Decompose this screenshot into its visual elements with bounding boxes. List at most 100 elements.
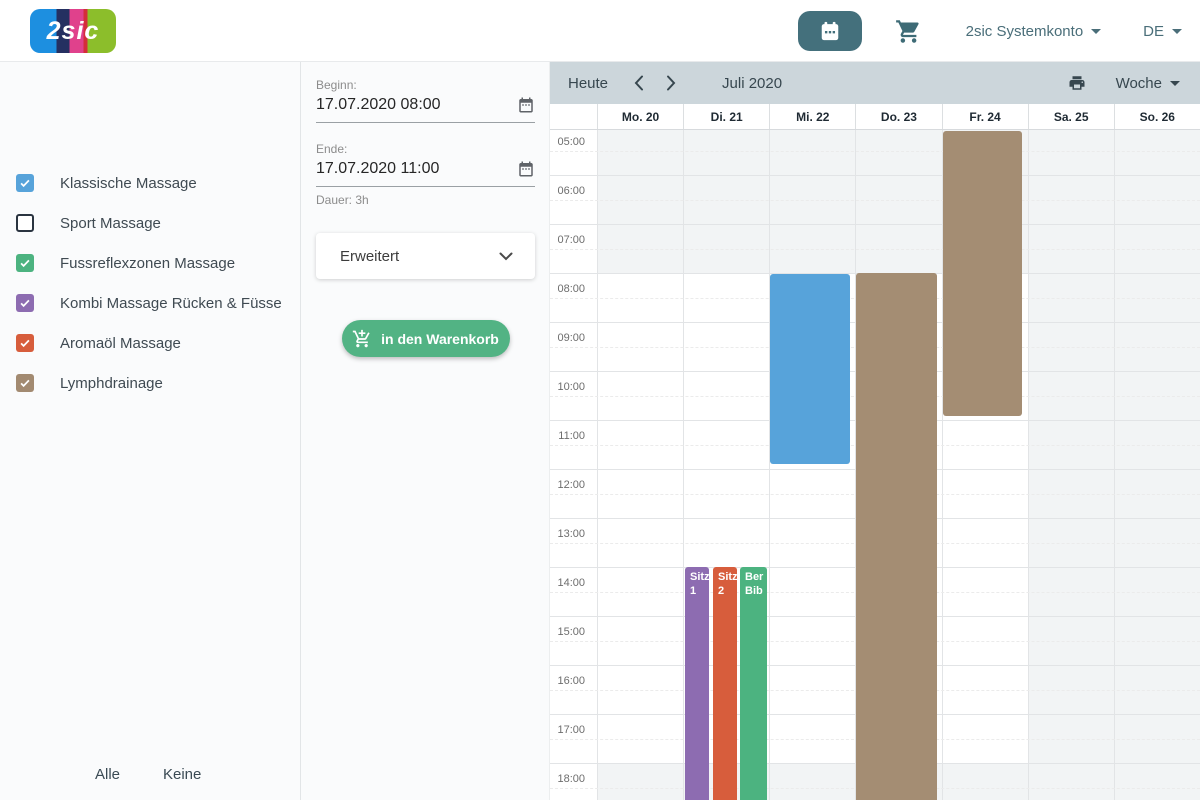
- calendar-toggle-button[interactable]: [797, 11, 862, 51]
- day-column-sa[interactable]: [1027, 130, 1114, 800]
- app-bar-actions: 2sic Systemkonto DE: [797, 0, 1200, 62]
- event-brown-do[interactable]: [856, 273, 937, 800]
- add-cart-icon: [352, 329, 370, 347]
- day-header-mo[interactable]: Mo. 20: [597, 104, 683, 129]
- calendar-grid-viewport[interactable]: 05:00 06:00 07:00 08:00 09:00 10:00 11:0…: [550, 130, 1200, 800]
- checkbox-checked-icon[interactable]: [16, 334, 34, 352]
- chevron-right-icon: [667, 75, 676, 91]
- time-label: 14:00: [557, 577, 585, 589]
- filter-label: Kombi Massage Rücken & Füsse: [60, 294, 282, 312]
- datepicker-icon[interactable]: [517, 160, 535, 178]
- day-header-do[interactable]: Do. 23: [855, 104, 941, 129]
- half-hour-line: [550, 151, 1200, 152]
- checkbox-checked-icon[interactable]: [16, 254, 34, 272]
- time-label: 16:00: [557, 675, 585, 687]
- language-label: DE: [1143, 22, 1164, 40]
- checkbox-checked-icon[interactable]: [16, 374, 34, 392]
- time-label: 18:00: [557, 773, 585, 785]
- filter-label: Sport Massage: [60, 214, 161, 232]
- time-label: 15:00: [557, 626, 585, 638]
- filter-list: Klassische Massage Sport Massage Fussref…: [0, 62, 300, 403]
- chevron-left-icon: [634, 75, 644, 91]
- calendar-week-view: Heute Juli 2020 Woche: [550, 62, 1200, 800]
- begin-field-group: Beginn: 17.07.2020 08:00: [316, 78, 535, 123]
- filter-aromaoel-massage[interactable]: Aromaöl Massage: [0, 323, 300, 363]
- day-header-di[interactable]: Di. 21: [683, 104, 769, 129]
- day-column-mo[interactable]: [597, 130, 684, 800]
- prev-week-button[interactable]: [634, 75, 644, 91]
- select-none-link[interactable]: Keine: [163, 766, 202, 783]
- filter-label: Fussreflexzonen Massage: [60, 254, 236, 272]
- day-header-sa[interactable]: Sa. 25: [1027, 104, 1114, 129]
- filter-sidebar: Klassische Massage Sport Massage Fussref…: [0, 62, 301, 800]
- time-label: 09:00: [557, 332, 585, 344]
- printer-icon: [1069, 76, 1085, 90]
- time-label: 07:00: [557, 234, 585, 246]
- checkbox-checked-icon[interactable]: [16, 294, 34, 312]
- half-hour-line: [550, 200, 1200, 201]
- logo-2sic[interactable]: 2sic: [30, 9, 116, 53]
- day-column-so[interactable]: [1113, 130, 1200, 800]
- filter-label: Klassische Massage: [60, 174, 197, 192]
- cart-button[interactable]: [895, 18, 922, 45]
- hour-row: 05:00: [550, 130, 1200, 175]
- select-all-link[interactable]: Alle: [95, 766, 121, 783]
- view-selector[interactable]: Woche: [1116, 75, 1180, 92]
- cart-icon: [895, 19, 919, 43]
- time-gutter-header: [550, 104, 597, 129]
- print-button[interactable]: [1068, 74, 1086, 92]
- view-label: Woche: [1115, 74, 1162, 92]
- account-label: 2sic Systemkonto: [965, 22, 1084, 40]
- add-to-cart-label: in den Warenkorb: [381, 330, 499, 347]
- begin-label: Beginn:: [316, 78, 357, 92]
- end-input[interactable]: 17.07.2020 11:00: [316, 160, 535, 187]
- main-content: Klassische Massage Sport Massage Fussref…: [0, 62, 1200, 800]
- half-hour-line: [550, 249, 1200, 250]
- time-label: 17:00: [557, 724, 585, 736]
- booking-panel: Beginn: 17.07.2020 08:00 Ende: 17.07.202…: [301, 62, 550, 800]
- day-header-mi[interactable]: Mi. 22: [769, 104, 855, 129]
- hour-row: 06:00: [550, 175, 1200, 224]
- app-bar: 2sic 2sic Systemkonto DE: [0, 0, 1200, 62]
- filter-klassische-massage[interactable]: Klassische Massage: [0, 163, 300, 203]
- calendar-grid: 05:00 06:00 07:00 08:00 09:00 10:00 11:0…: [550, 130, 1200, 800]
- chevron-down-icon: [1170, 80, 1180, 86]
- end-value[interactable]: 17.07.2020 11:00: [316, 160, 440, 177]
- event-sitz-1[interactable]: Sitz 1: [685, 567, 709, 800]
- next-week-button[interactable]: [666, 75, 676, 91]
- logo-text: 2sic: [46, 16, 100, 45]
- language-menu[interactable]: DE: [1143, 23, 1182, 40]
- time-label: 12:00: [557, 479, 585, 491]
- filter-label: Aromaöl Massage: [60, 334, 181, 352]
- add-to-cart-button[interactable]: in den Warenkorb: [341, 320, 510, 357]
- time-label: 13:00: [557, 528, 585, 540]
- end-label: Ende:: [316, 142, 348, 156]
- filter-bulk-actions: Alle Keine: [0, 762, 300, 792]
- chevron-down-icon: [1091, 28, 1102, 34]
- time-label: 05:00: [557, 136, 585, 148]
- datepicker-icon[interactable]: [517, 96, 535, 114]
- checkbox-checked-icon[interactable]: [16, 174, 34, 192]
- today-button[interactable]: Heute: [568, 74, 609, 92]
- filter-lymphdrainage[interactable]: Lymphdrainage: [0, 363, 300, 403]
- event-blue-mi[interactable]: [770, 274, 850, 464]
- event-ber-bib[interactable]: Ber Bib: [740, 567, 767, 800]
- begin-value[interactable]: 17.07.2020 08:00: [316, 96, 441, 113]
- time-label: 10:00: [557, 381, 585, 393]
- filter-sport-massage[interactable]: Sport Massage: [0, 203, 300, 243]
- day-column-mi[interactable]: [769, 130, 856, 800]
- filter-fussreflexzonen-massage[interactable]: Fussreflexzonen Massage: [0, 243, 300, 283]
- account-menu[interactable]: 2sic Systemkonto: [966, 23, 1102, 40]
- filter-label: Lymphdrainage: [60, 374, 163, 392]
- event-sitz-2[interactable]: Sitz 2: [713, 567, 737, 800]
- event-brown-fr[interactable]: [943, 131, 1022, 416]
- day-header-so[interactable]: So. 26: [1113, 104, 1200, 129]
- time-label: 11:00: [558, 430, 585, 442]
- checkbox-unchecked-icon[interactable]: [16, 214, 34, 232]
- filter-kombi-massage[interactable]: Kombi Massage Rücken & Füsse: [0, 283, 300, 323]
- chevron-down-icon: [499, 252, 513, 260]
- begin-input[interactable]: 17.07.2020 08:00: [316, 96, 535, 123]
- advanced-expander[interactable]: Erweitert: [316, 233, 535, 279]
- day-header-fr[interactable]: Fr. 24: [941, 104, 1028, 129]
- time-label: 06:00: [557, 185, 585, 197]
